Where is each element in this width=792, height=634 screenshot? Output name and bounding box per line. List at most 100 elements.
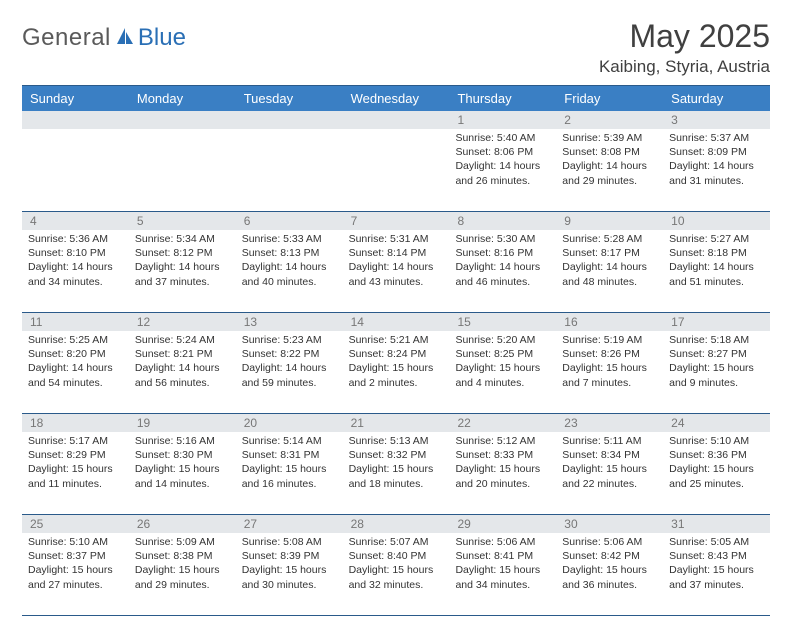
sunset-text: Sunset: 8:17 PM xyxy=(562,246,657,260)
calendar-day-cell: Sunrise: 5:06 AMSunset: 8:42 PMDaylight:… xyxy=(556,533,663,615)
calendar-day-cell: Sunrise: 5:06 AMSunset: 8:41 PMDaylight:… xyxy=(449,533,556,615)
sunrise-text: Sunrise: 5:11 AM xyxy=(562,434,657,448)
sunrise-text: Sunrise: 5:23 AM xyxy=(242,333,337,347)
sunrise-text: Sunrise: 5:31 AM xyxy=(349,232,444,246)
daylight-text: Daylight: 15 hours and 18 minutes. xyxy=(349,462,444,490)
daylight-text: Daylight: 15 hours and 29 minutes. xyxy=(135,563,230,591)
calendar-day-cell xyxy=(343,129,450,211)
sunrise-text: Sunrise: 5:09 AM xyxy=(135,535,230,549)
calendar-day-cell: Sunrise: 5:23 AMSunset: 8:22 PMDaylight:… xyxy=(236,331,343,413)
day-number: 7 xyxy=(343,212,450,230)
sunset-text: Sunset: 8:13 PM xyxy=(242,246,337,260)
day-number: 31 xyxy=(663,515,770,533)
daylight-text: Daylight: 15 hours and 9 minutes. xyxy=(669,361,764,389)
daylight-text: Daylight: 15 hours and 30 minutes. xyxy=(242,563,337,591)
calendar-week-row: Sunrise: 5:25 AMSunset: 8:20 PM Daylight:… xyxy=(22,331,770,413)
calendar-day-cell: Sunrise: 5:25 AMSunset: 8:20 PMDaylight:… xyxy=(22,331,129,413)
sunrise-text: Sunrise: 5:19 AM xyxy=(562,333,657,347)
calendar-day-cell: Sunrise: 5:18 AMSunset: 8:27 PMDaylight:… xyxy=(663,331,770,413)
sunset-text: Sunset: 8:43 PM xyxy=(669,549,764,563)
sunrise-text: Sunrise: 5:33 AM xyxy=(242,232,337,246)
sunrise-text: Sunrise: 5:28 AM xyxy=(562,232,657,246)
daylight-text: Daylight: 14 hours and 37 minutes. xyxy=(135,260,230,288)
day-number: 21 xyxy=(343,414,450,432)
sunset-text: Sunset: 8:42 PM xyxy=(562,549,657,563)
daynum-band: 25262728293031 xyxy=(22,515,770,533)
day-number: 24 xyxy=(663,414,770,432)
weekday-header: Wednesday xyxy=(343,86,450,111)
sunrise-text: Sunrise: 5:06 AM xyxy=(562,535,657,549)
sunrise-text: Sunrise: 5:24 AM xyxy=(135,333,230,347)
day-number: 11 xyxy=(22,313,129,331)
sunrise-text: Sunrise: 5:18 AM xyxy=(669,333,764,347)
day-number: 29 xyxy=(449,515,556,533)
sunset-text: Sunset: 8:06 PM xyxy=(455,145,550,159)
sunset-text: Sunset: 8:25 PM xyxy=(455,347,550,361)
sunset-text: Sunset: 8:16 PM xyxy=(455,246,550,260)
calendar-week-row: Sunrise: 5:36 AMSunset: 8:10 PM Daylight:… xyxy=(22,230,770,312)
sunset-text: Sunset: 8:38 PM xyxy=(135,549,230,563)
sunset-text: Sunset: 8:32 PM xyxy=(349,448,444,462)
calendar-day-cell: Sunrise: 5:17 AMSunset: 8:29 PMDaylight:… xyxy=(22,432,129,514)
sunrise-text: Sunrise: 5:20 AM xyxy=(455,333,550,347)
day-number xyxy=(129,111,236,129)
sunset-text: Sunset: 8:29 PM xyxy=(28,448,123,462)
weekday-header: Monday xyxy=(129,86,236,111)
daylight-text: Daylight: 15 hours and 34 minutes. xyxy=(455,563,550,591)
daylight-text: Daylight: 14 hours and 46 minutes. xyxy=(455,260,550,288)
sunset-text: Sunset: 8:33 PM xyxy=(455,448,550,462)
daylight-text: Daylight: 15 hours and 20 minutes. xyxy=(455,462,550,490)
calendar-day-cell: Sunrise: 5:10 AMSunset: 8:37 PMDaylight:… xyxy=(22,533,129,615)
calendar-week-row: Sunrise: 5:10 AMSunset: 8:37 PMDaylight:… xyxy=(22,533,770,615)
daylight-text: Daylight: 15 hours and 25 minutes. xyxy=(669,462,764,490)
daylight-text: Daylight: 14 hours and 43 minutes. xyxy=(349,260,444,288)
day-number: 28 xyxy=(343,515,450,533)
calendar-week-row: Sunrise: 5:40 AMSunset: 8:06 PMDaylight:… xyxy=(22,129,770,211)
day-number xyxy=(22,111,129,129)
sunrise-text: Sunrise: 5:05 AM xyxy=(669,535,764,549)
calendar-day-cell: Sunrise: 5:24 AMSunset: 8:21 PMDaylight:… xyxy=(129,331,236,413)
calendar-day-cell: Sunrise: 5:09 AMSunset: 8:38 PMDaylight:… xyxy=(129,533,236,615)
daylight-text: Daylight: 15 hours and 2 minutes. xyxy=(349,361,444,389)
sunrise-text: Sunrise: 5:36 AM xyxy=(28,232,123,246)
weekday-header: Thursday xyxy=(449,86,556,111)
day-number: 8 xyxy=(449,212,556,230)
sunrise-text: Sunrise: 5:06 AM xyxy=(455,535,550,549)
calendar-day-cell: Sunrise: 5:12 AMSunset: 8:33 PMDaylight:… xyxy=(449,432,556,514)
calendar-day-cell: Sunrise: 5:10 AMSunset: 8:36 PMDaylight:… xyxy=(663,432,770,514)
day-number: 23 xyxy=(556,414,663,432)
sunset-text: Sunset: 8:34 PM xyxy=(562,448,657,462)
sunset-text: Sunset: 8:08 PM xyxy=(562,145,657,159)
calendar-day-cell xyxy=(129,129,236,211)
sunset-text: Sunset: 8:10 PM xyxy=(28,246,123,260)
day-number: 15 xyxy=(449,313,556,331)
sunset-text: Sunset: 8:12 PM xyxy=(135,246,230,260)
calendar-day-cell: Sunrise: 5:30 AMSunset: 8:16 PMDaylight:… xyxy=(449,230,556,312)
calendar-day-cell: Sunrise: 5:28 AMSunset: 8:17 PMDaylight:… xyxy=(556,230,663,312)
sail-icon xyxy=(115,26,135,51)
weekday-header: Tuesday xyxy=(236,86,343,111)
daylight-text: Daylight: 15 hours and 32 minutes. xyxy=(349,563,444,591)
sunrise-text: Sunrise: 5:34 AM xyxy=(135,232,230,246)
daynum-band: 18192021222324 xyxy=(22,414,770,432)
sunset-text: Sunset: 8:24 PM xyxy=(349,347,444,361)
brand-logo: General Blue xyxy=(22,24,186,52)
day-number: 26 xyxy=(129,515,236,533)
day-number: 18 xyxy=(22,414,129,432)
daylight-text: Daylight: 15 hours and 36 minutes. xyxy=(562,563,657,591)
sunrise-text: Sunrise: 5:25 AM xyxy=(28,333,123,347)
sunset-text: Sunset: 8:31 PM xyxy=(242,448,337,462)
calendar-day-cell: Sunrise: 5:27 AMSunset: 8:18 PMDaylight:… xyxy=(663,230,770,312)
calendar-day-cell: Sunrise: 5:33 AMSunset: 8:13 PMDaylight:… xyxy=(236,230,343,312)
day-number: 30 xyxy=(556,515,663,533)
daylight-text: Daylight: 14 hours and 26 minutes. xyxy=(455,159,550,187)
weekday-header: Friday xyxy=(556,86,663,111)
daylight-text: Daylight: 14 hours and 29 minutes. xyxy=(562,159,657,187)
day-number: 3 xyxy=(663,111,770,129)
sunset-text: Sunset: 8:20 PM xyxy=(28,347,123,361)
sunrise-text: Sunrise: 5:13 AM xyxy=(349,434,444,448)
day-number: 27 xyxy=(236,515,343,533)
daylight-text: Daylight: 14 hours and 31 minutes. xyxy=(669,159,764,187)
daynum-band: 11121314151617 xyxy=(22,313,770,331)
sunset-text: Sunset: 8:26 PM xyxy=(562,347,657,361)
